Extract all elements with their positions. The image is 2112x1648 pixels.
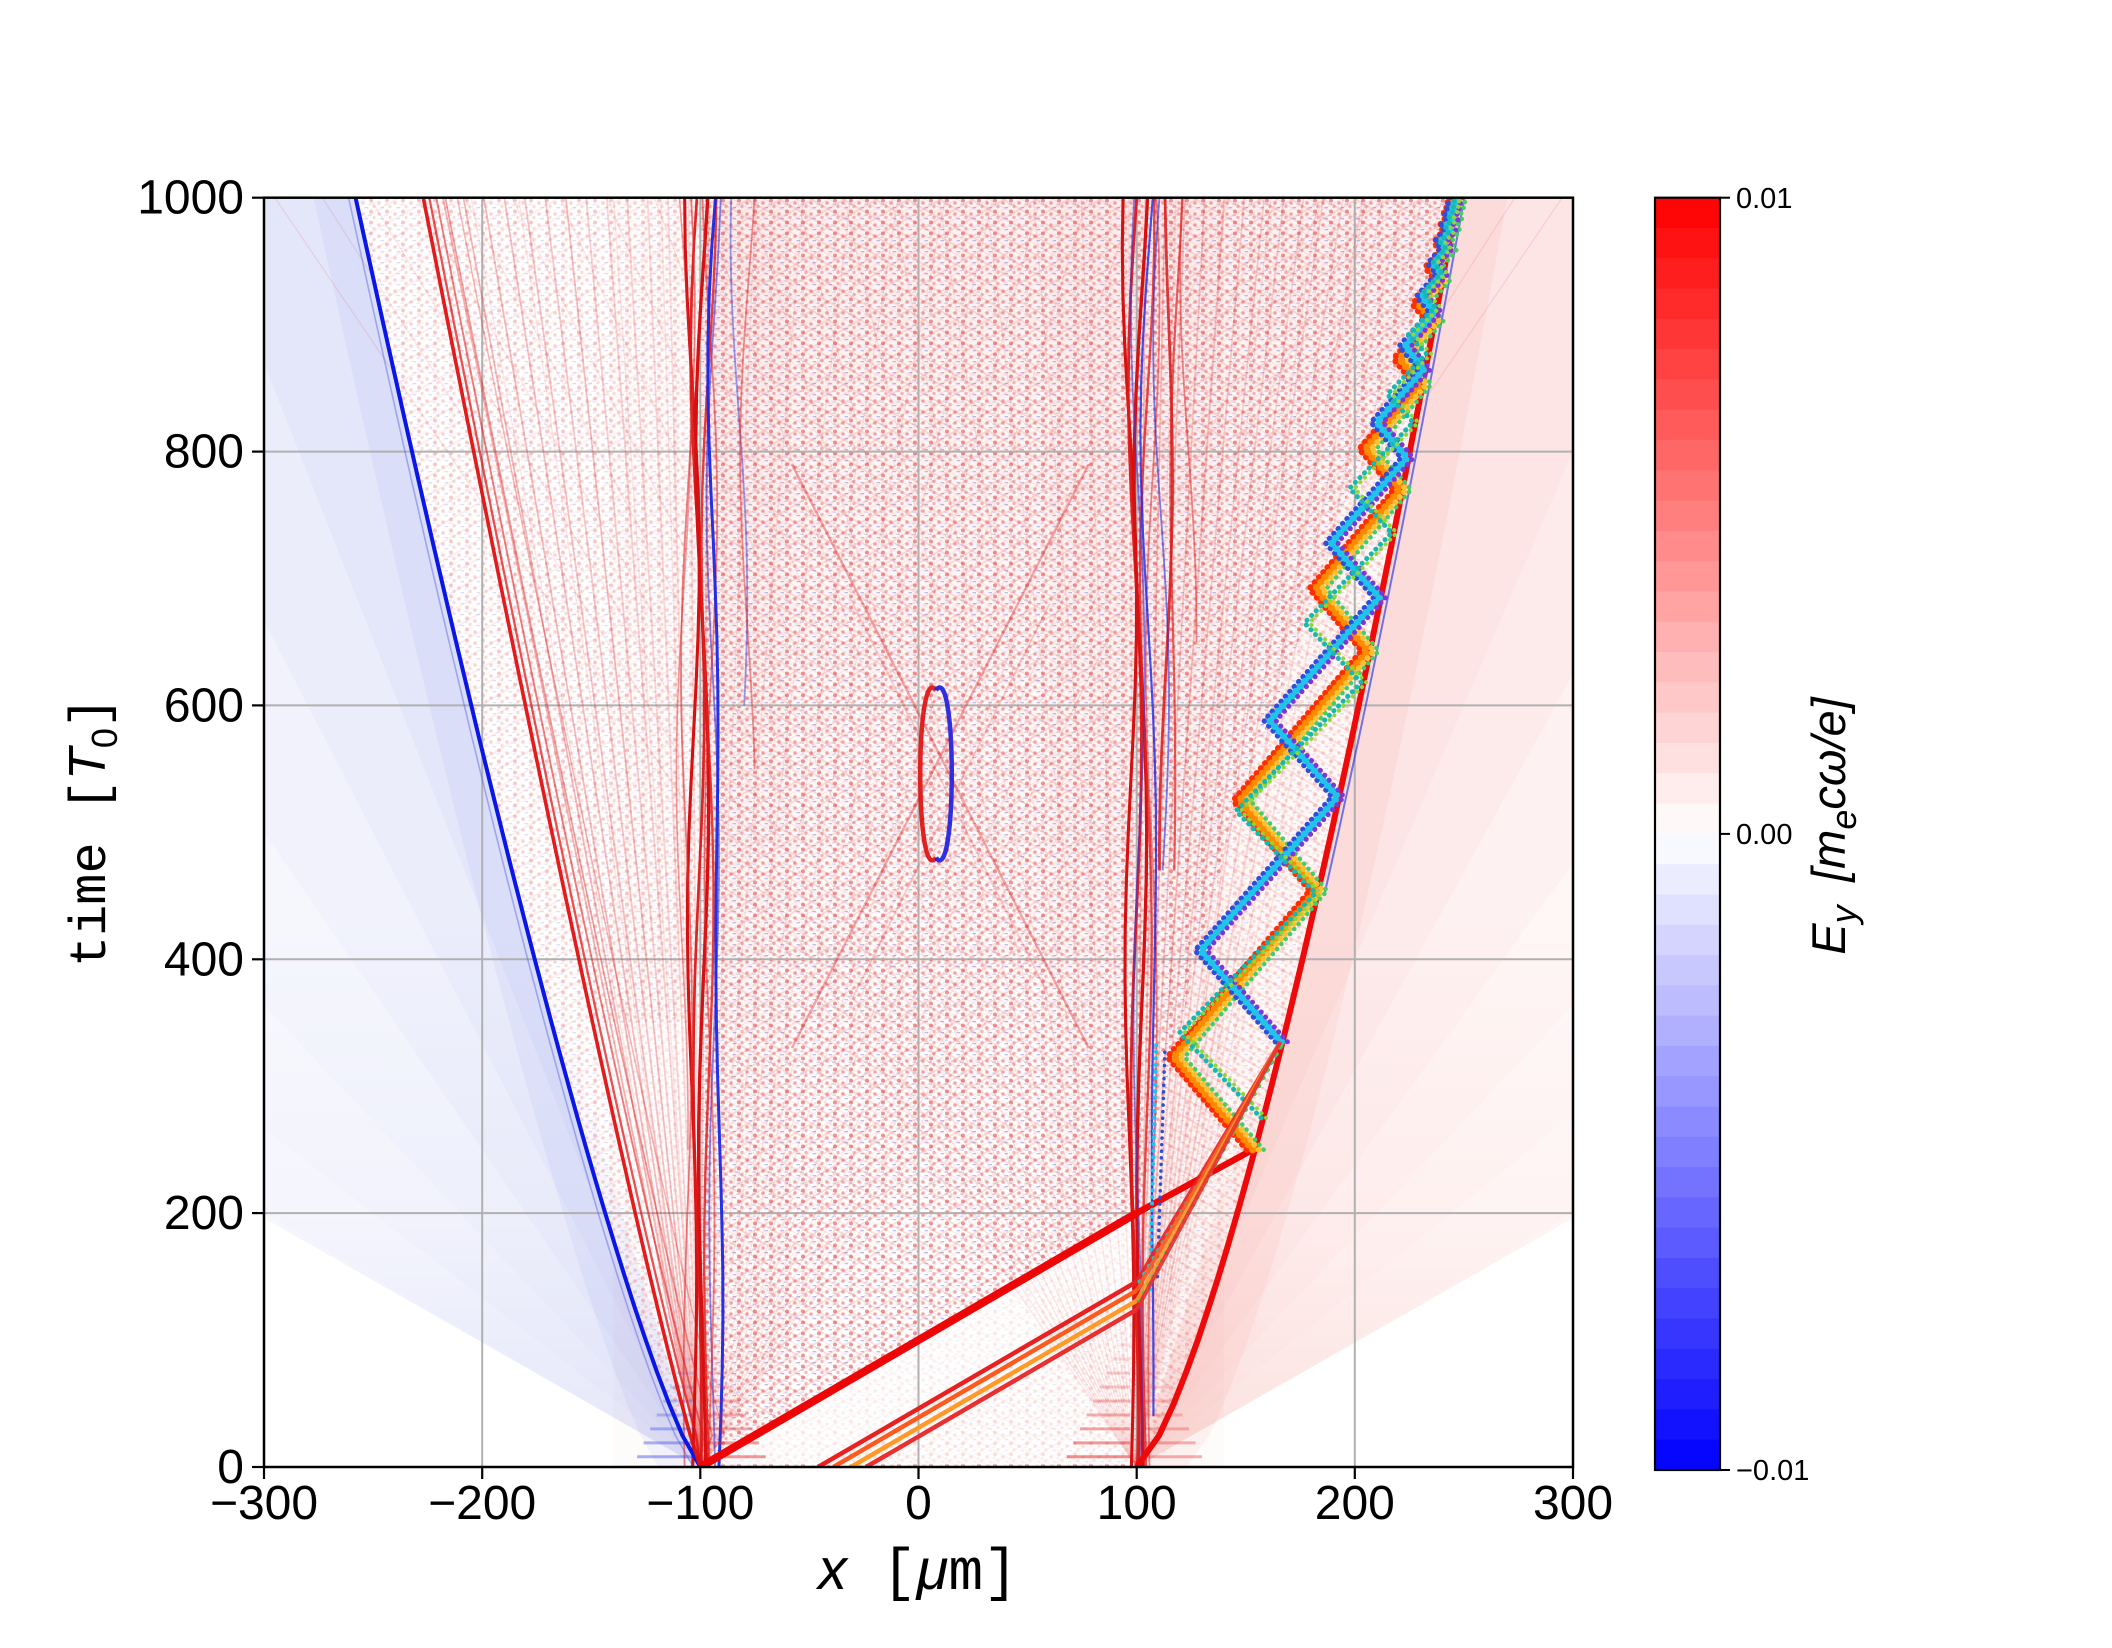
svg-text:1000: 1000 <box>137 172 244 225</box>
svg-text:600: 600 <box>164 679 244 732</box>
svg-text:time [T0]: time [T0] <box>59 697 125 967</box>
svg-text:−100: −100 <box>646 1477 754 1530</box>
svg-text:0.00: 0.00 <box>1736 819 1792 851</box>
svg-text:800: 800 <box>164 426 244 479</box>
svg-text:Ey [mecω/e]: Ey [mecω/e] <box>1802 696 1864 954</box>
svg-text:x [μm]: x [μm] <box>815 1537 1018 1607</box>
svg-text:−0.01: −0.01 <box>1736 1455 1809 1487</box>
svg-text:200: 200 <box>164 1187 244 1240</box>
svg-text:−200: −200 <box>428 1477 536 1530</box>
svg-text:0: 0 <box>905 1477 932 1530</box>
svg-text:100: 100 <box>1097 1477 1177 1530</box>
svg-text:0.01: 0.01 <box>1736 183 1792 215</box>
svg-text:400: 400 <box>164 933 244 986</box>
svg-text:300: 300 <box>1533 1477 1613 1530</box>
svg-text:−300: −300 <box>210 1477 318 1530</box>
svg-text:200: 200 <box>1315 1477 1395 1530</box>
svg-text:0: 0 <box>217 1441 244 1494</box>
